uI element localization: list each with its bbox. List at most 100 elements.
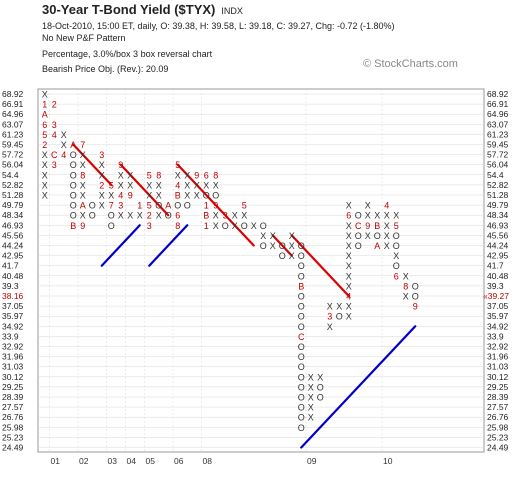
y-tick-label-left: 35.97 (2, 311, 24, 321)
y-tick-label-left: 48.34 (2, 210, 24, 220)
x-mark: X (346, 312, 352, 322)
y-tick-label-right: 45.56 (487, 230, 509, 240)
o-mark: O (165, 211, 172, 221)
o-mark: O (184, 201, 191, 211)
y-tick-label-right: 56.04 (487, 160, 509, 170)
month-code-mark: 5 (147, 201, 152, 211)
chart-title-text: 30-Year T-Bond Yield ($TYX) (42, 2, 216, 17)
price-objective-line: Bearish Price Obj. (Rev.): 20.09 (42, 64, 169, 74)
x-mark: X (393, 211, 399, 221)
x-mark: X (127, 211, 133, 221)
y-tick-label-right: 46.93 (487, 220, 509, 230)
o-mark: O (241, 221, 248, 231)
x-mark: X (289, 231, 295, 241)
quote-line: 18-Oct-2010, 15:00 ET, daily, O: 39.38, … (42, 21, 395, 31)
y-tick-label-left: 39.3 (2, 281, 19, 291)
x-tick-label: 04 (127, 456, 137, 466)
x-mark: X (184, 170, 190, 180)
chart-title: 30-Year T-Bond Yield ($TYX) INDX (42, 2, 243, 17)
x-mark: X (118, 170, 124, 180)
month-code-mark: 5 (175, 160, 180, 170)
month-code-mark: 5 (147, 170, 152, 180)
x-mark: X (213, 221, 219, 231)
y-tick-label-left: 46.93 (2, 220, 24, 230)
stockcharts-watermark: © StockCharts.com (363, 58, 458, 70)
y-tick-label-left: 52.82 (2, 180, 24, 190)
o-mark: O (298, 393, 305, 403)
month-code-mark: 8 (80, 170, 85, 180)
o-mark: O (279, 241, 286, 251)
x-mark: X (42, 90, 48, 100)
x-mark: X (194, 180, 200, 190)
y-tick-label-left: 68.92 (2, 89, 24, 99)
x-mark: X (403, 271, 409, 281)
month-code-mark: 6 (42, 120, 47, 130)
x-tick-label: 08 (203, 456, 213, 466)
y-tick-label-left: 29.25 (2, 382, 24, 392)
x-tick-label: 06 (174, 456, 184, 466)
x-mark: X (308, 372, 314, 382)
x-mark: X (99, 160, 105, 170)
o-mark: O (108, 221, 115, 231)
o-mark: O (298, 271, 305, 281)
x-mark: X (260, 231, 266, 241)
y-tick-label-left: 64.96 (2, 109, 24, 119)
o-mark: O (298, 342, 305, 352)
plot-frame (37, 88, 485, 453)
o-mark: O (260, 241, 267, 251)
month-code-mark: A (80, 201, 86, 211)
y-tick-label-left: 25.23 (2, 432, 24, 442)
x-mark: X (393, 251, 399, 261)
x-mark: X (61, 140, 67, 150)
y-tick-label-left: 38.16 (2, 291, 24, 301)
x-mark: X (270, 241, 276, 251)
o-mark: O (298, 251, 305, 261)
o-mark: O (298, 382, 305, 392)
x-mark: X (118, 180, 124, 190)
resistance-trendline (271, 234, 293, 257)
y-tick-label-left: 30.12 (2, 372, 24, 382)
x-mark: X (232, 221, 238, 231)
y-tick-label-right: 64.96 (487, 109, 509, 119)
month-code-mark: 1 (137, 201, 142, 211)
x-mark: X (317, 372, 323, 382)
x-mark: X (346, 251, 352, 261)
o-mark: O (108, 211, 115, 221)
month-code-mark: 1 (204, 221, 209, 231)
x-mark: X (99, 170, 105, 180)
month-code-mark: 6 (204, 170, 209, 180)
o-mark: O (298, 403, 305, 413)
x-mark: X (213, 211, 219, 221)
o-mark: O (317, 382, 324, 392)
o-mark: O (298, 413, 305, 423)
y-tick-label-left: 37.05 (2, 301, 24, 311)
o-mark: O (279, 251, 286, 261)
x-mark: X (403, 292, 409, 302)
x-mark: X (99, 201, 105, 211)
x-mark: X (137, 211, 143, 221)
y-tick-label-right: 25.98 (487, 422, 509, 432)
month-code-mark: 5 (242, 201, 247, 211)
o-mark: O (336, 312, 343, 322)
month-code-mark: 1 (42, 100, 47, 110)
x-mark: X (80, 180, 86, 190)
y-tick-label-left: 24.49 (2, 443, 24, 453)
month-code-mark: C (298, 332, 305, 342)
month-code-mark: 7 (80, 140, 85, 150)
y-tick-label-right: 66.91 (487, 99, 509, 109)
y-tick-label-right: 54.4 (487, 170, 504, 180)
month-code-mark: 9 (80, 221, 85, 231)
month-code-mark: A (374, 241, 380, 251)
x-mark: X (80, 160, 86, 170)
month-code-mark: 2 (52, 100, 57, 110)
x-mark: X (42, 160, 48, 170)
o-mark: O (298, 312, 305, 322)
resistance-trendline (176, 163, 255, 247)
x-mark: X (99, 191, 105, 201)
o-mark: O (70, 191, 77, 201)
y-tick-label-left: 31.03 (2, 362, 24, 372)
box-info-line: Percentage, 3.0%/box 3 box reversal char… (42, 49, 213, 59)
y-tick-label-left: 63.07 (2, 119, 24, 129)
month-code-mark: 5 (394, 221, 399, 231)
